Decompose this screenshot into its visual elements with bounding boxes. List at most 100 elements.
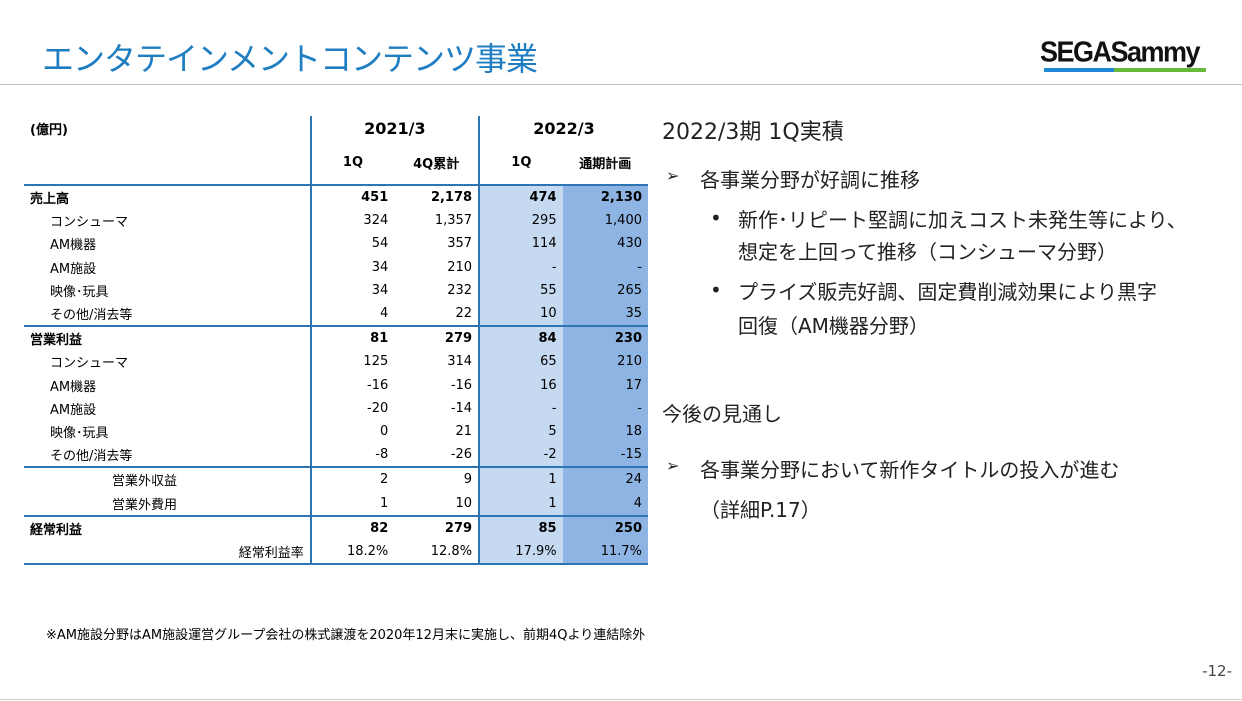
cell-2021-1q: 34 (309, 278, 395, 302)
cell-2021-1q: -16 (309, 373, 395, 397)
table-row: 映像･玩具 0 21 5 18 (24, 419, 648, 444)
cell-2021-1q: 324 (309, 209, 395, 233)
cell-2021-4q-total: 279 (394, 514, 480, 540)
cell-2021-1q: 2 (309, 466, 395, 492)
col-header: 通期計画 (562, 140, 648, 186)
header-divider (0, 84, 1242, 85)
logo-text: SEGASammy (1040, 36, 1201, 68)
cell-2022-plan: 24 (562, 466, 648, 492)
cell-2022-1q: -2 (478, 443, 563, 468)
bullet-1: 各事業分野が好調に推移 (700, 168, 920, 192)
cell-2021-1q: 82 (309, 514, 395, 540)
cell-2022-1q: 295 (478, 209, 563, 233)
table-row: AM施設 34 210- - (24, 255, 648, 279)
table-row: コンシューマ 324 1,357 295 1,400 (24, 209, 648, 233)
row-label: AM施設 (50, 261, 97, 277)
table-row: 営業外収益 2 9 1 24 (24, 466, 648, 492)
bullet-2-detail: （詳細P.17） (700, 498, 821, 522)
table-row: AM機器 54 357 114 430 (24, 232, 648, 256)
column-header-row: 1Q 4Q累計 1Q 通期計画 (24, 140, 648, 186)
row-label: その他/消去等 (50, 308, 133, 324)
table-row: コンシューマ 125 314 65 210 (24, 350, 648, 374)
cell-2022-plan: 210 (562, 350, 648, 374)
cell-2021-4q-total: 10 (455, 495, 473, 511)
cell-2021-4q-total: -14 (450, 400, 473, 416)
cell-2021-1q: 18.2% (309, 539, 395, 566)
cell-2022-plan: 230 (562, 325, 648, 351)
cell-2021-1q: 125 (309, 350, 395, 374)
row-label: 映像･玩具 (50, 284, 109, 300)
table-row: 映像･玩具 34 232 55 265 (24, 278, 648, 302)
cell-2022-plan: 250 (562, 514, 648, 540)
cell-2022-1q: 55 (478, 278, 563, 302)
row-label: 営業外費用 (112, 497, 178, 513)
cell-2021-1q: 81 (309, 325, 395, 351)
row-label: 映像･玩具 (50, 425, 109, 441)
table-row: 営業外費用 1 10 1 4 (24, 491, 648, 516)
cell-2022-1q: 1 (478, 491, 563, 516)
table-row: その他/消去等 -8 -26 -2 -15 (24, 443, 648, 468)
cell-2021-4q-total: -16 (450, 377, 473, 393)
row-label: AM機器 (50, 238, 97, 254)
period-2021: 2021/3 (309, 116, 480, 140)
arrow-icon: ➢ (666, 166, 680, 185)
cell-2022-1q: 474 (478, 185, 563, 210)
table-row: 経常利益 82 279 85 250 (24, 514, 648, 540)
cell-2022-plan: -15 (562, 443, 648, 468)
financial-table: (億円) 2021/3 2022/3 1Q 4Q累計 1Q 通期計画 売上高 45… (24, 116, 648, 566)
period-2022: 2022/3 (478, 116, 648, 140)
unit-label: (億円) (30, 122, 68, 138)
cell-2021-4q-total: 12.8% (394, 539, 480, 566)
cell-2022-1q: 10 (478, 301, 563, 327)
dot-icon: • (710, 278, 722, 302)
table-row: 売上高 451 2,178 474 2,130 (24, 185, 648, 210)
col-header: 1Q (478, 140, 563, 186)
row-label: 売上高 (30, 192, 70, 208)
cell-2022-plan: - (562, 396, 648, 420)
row-label: 営業利益 (24, 325, 311, 351)
cell-2022-plan: 17 (562, 373, 648, 397)
cell-2021-4q-total: 232 (447, 282, 473, 298)
cell-2022-plan: 11.7% (562, 539, 648, 566)
cell-2021-4q-total: -26 (450, 447, 473, 463)
col-header: 4Q累計 (394, 140, 480, 186)
cell-2022-plan: 2,130 (562, 185, 648, 210)
cell-2022-1q: 65 (478, 350, 563, 374)
heading-1q-results: 2022/3期 1Q実積 (662, 120, 844, 145)
cell-2021-1q: 0 (309, 419, 395, 444)
cell-2022-plan: 35 (562, 301, 648, 327)
table-row: 経常利益率 18.2% 12.8% 17.9% 11.7% (24, 539, 648, 566)
col-header: 1Q (309, 140, 395, 186)
row-label: AM機器 (50, 379, 97, 395)
cell-2021-4q-total: 314 (447, 354, 473, 370)
table-row: AM機器 -16 -16 16 17 (24, 373, 648, 397)
cell-2021-1q: 34 (309, 255, 395, 279)
cell-2022-plan: 265 (562, 278, 648, 302)
cell-2022-1q: 114 (478, 232, 563, 256)
dot-icon: • (710, 206, 722, 230)
cell-2022-1q: 17.9% (478, 539, 563, 566)
cell-2022-1q: 84 (478, 325, 563, 351)
period-header-row: (億円) 2021/3 2022/3 (24, 116, 648, 140)
cell-2021-4q-total: 2,178 (430, 190, 473, 206)
cell-2022-1q: 85 (478, 514, 563, 540)
cell-2022-plan: - (562, 255, 648, 279)
page-title: エンタテインメントコンテンツ事業 (42, 40, 538, 78)
cell-2021-1q: -8 (309, 443, 395, 468)
heading-outlook: 今後の見通し (662, 402, 782, 426)
sub-bullet-2-line1: プライズ販売好調、固定費削減効果により黒字 (738, 280, 1157, 304)
cell-2021-4q-total: 210 (447, 259, 473, 275)
sub-bullet-1-line1: 新作･リピート堅調に加えコスト未発生等により、 (738, 208, 1187, 232)
cell-2021-1q: 54 (309, 232, 395, 256)
cell-2021-1q: -20 (309, 396, 395, 420)
row-label: 営業外収益 (24, 466, 311, 492)
cell-2021-1q: 4 (309, 301, 395, 327)
cell-2022-plan: 1,400 (562, 209, 648, 233)
cell-2021-1q: 451 (309, 185, 395, 210)
arrow-icon: ➢ (666, 456, 680, 475)
cell-2021-4q-total: 357 (447, 236, 473, 252)
logo-bar-blue (1044, 68, 1114, 72)
bullet-2: 各事業分野において新作タイトルの投入が進む (700, 458, 1120, 482)
table-row: その他/消去等 4 22 10 35 (24, 301, 648, 327)
